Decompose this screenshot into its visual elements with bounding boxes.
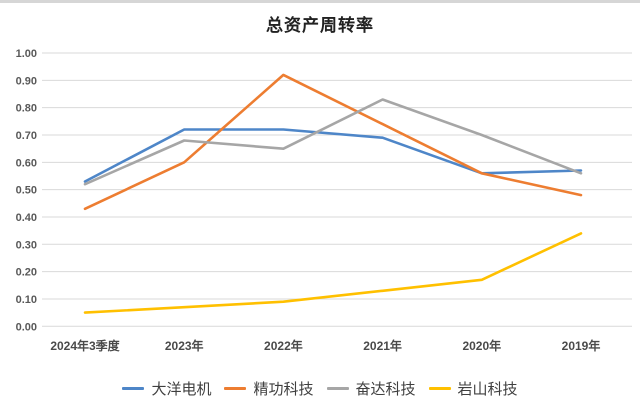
x-axis-label: 2019年 xyxy=(562,338,601,353)
legend-item: 大洋电机 xyxy=(122,378,211,399)
y-tick-label: 0.30 xyxy=(16,239,37,251)
legend-label: 岩山科技 xyxy=(457,380,518,398)
series-line-大洋电机 xyxy=(83,128,583,183)
chart-legend: 大洋电机 精功科技 奋达科技 岩山科技 xyxy=(0,373,640,403)
x-axis-label: 2020年 xyxy=(462,338,501,353)
y-tick-label: 1.00 xyxy=(16,48,37,60)
legend-item: 奋达科技 xyxy=(326,378,416,399)
y-tick-label: 0.40 xyxy=(16,212,37,224)
legend-item: 岩山科技 xyxy=(428,378,518,399)
legend-label: 奋达科技 xyxy=(355,380,416,398)
legend-label: 大洋电机 xyxy=(151,380,212,398)
legend-swatch-icon xyxy=(428,386,451,390)
series-line-精功科技 xyxy=(83,73,583,211)
line-chart-plot-area: 0.00 0.10 0.20 0.30 0.40 0.50 0.60 0.70 0.80 0.90… xyxy=(16,48,632,353)
y-tick-label: 0.00 xyxy=(16,321,37,333)
y-tick-label: 0.80 xyxy=(16,103,37,115)
y-tick-label: 0.20 xyxy=(16,267,37,279)
legend-item: 精功科技 xyxy=(224,378,314,399)
legend-swatch-icon xyxy=(122,386,145,390)
x-axis-label: 2021年 xyxy=(363,338,402,353)
x-axis-label: 2024年3季度 xyxy=(50,338,120,353)
y-tick-label: 0.50 xyxy=(16,185,37,197)
y-tick-label: 0.10 xyxy=(16,294,37,306)
y-tick-label: 0.70 xyxy=(16,130,37,142)
series-line-奋达科技 xyxy=(83,98,583,186)
x-axis-label: 2022年 xyxy=(264,338,303,353)
legend-swatch-icon xyxy=(326,386,349,390)
legend-swatch-icon xyxy=(224,386,247,390)
series-line-岩山科技 xyxy=(83,232,583,314)
legend-label: 精功科技 xyxy=(253,380,314,398)
y-tick-label: 0.60 xyxy=(16,157,37,169)
chart-title: 总资产周转率 xyxy=(266,16,374,35)
x-axis-label: 2023年 xyxy=(165,338,204,353)
y-tick-label: 0.90 xyxy=(16,75,37,87)
